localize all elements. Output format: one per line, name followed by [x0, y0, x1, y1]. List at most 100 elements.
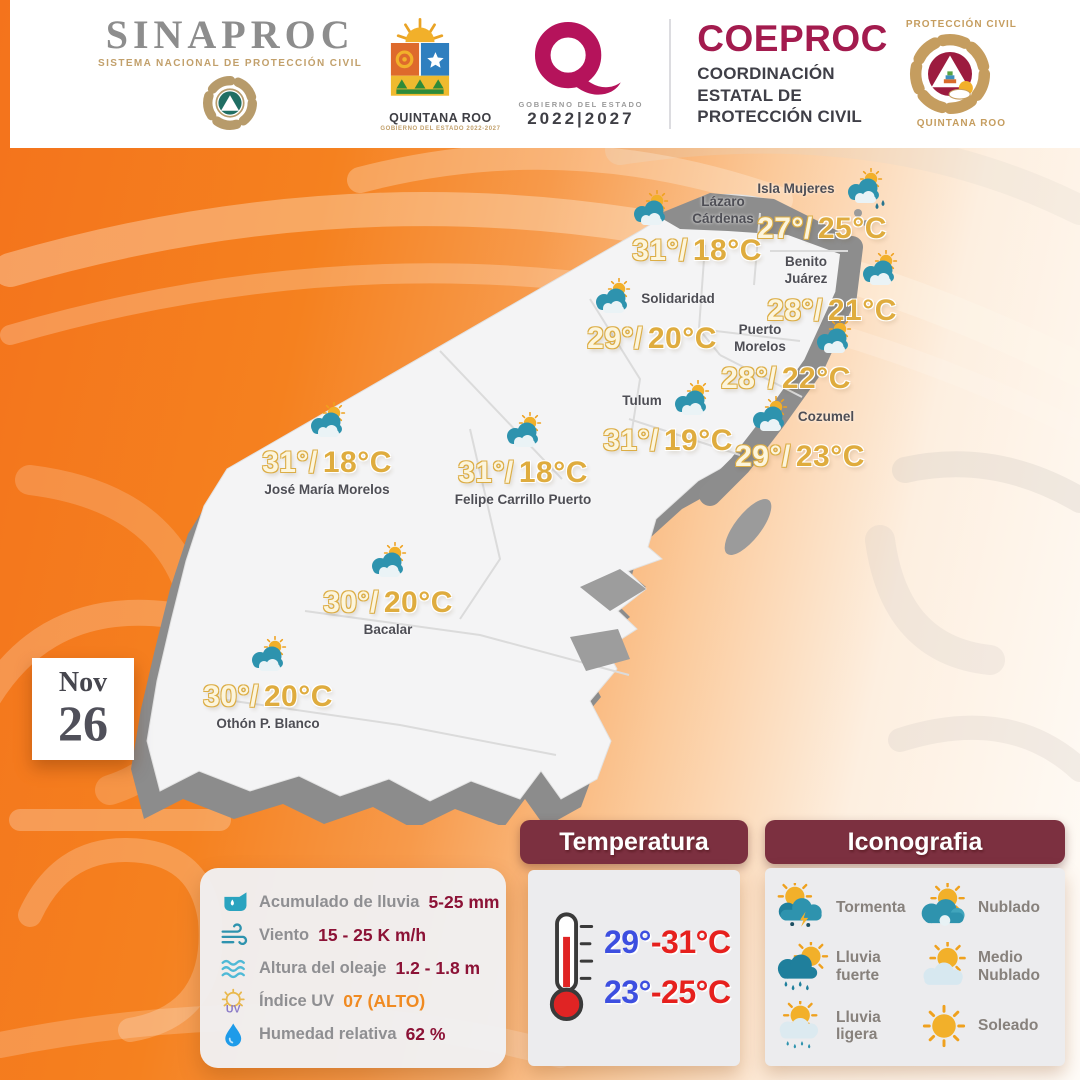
svg-text:UV: UV: [226, 1003, 241, 1015]
municipality-forecast-isla-mujeres: Isla Mujeres 27°/25°C: [732, 168, 912, 246]
municipal-boundaries: [219, 212, 848, 756]
quintana-roo-shield-icon: [391, 17, 450, 96]
municipality-name: Cozumel: [797, 408, 855, 424]
temperature-range: 28°/22°C: [721, 362, 851, 395]
wind-icon: [221, 922, 248, 945]
legend-item-sunny: Soleado: [917, 997, 1059, 1056]
temperature-range: 27°/25°C: [757, 212, 887, 245]
quintana-roo-coat-of-arms: QUINTANA ROO GOBIERNO DEL ESTADO 2022-20…: [380, 17, 500, 132]
coeproc-logo: COEPROC COORDINACIÓN ESTATAL DE PROTECCI…: [697, 20, 888, 128]
pc-emblem-bottom-text: QUINTANA ROO: [916, 118, 1006, 129]
temperature-range: 29°/23°C: [735, 440, 865, 473]
legend-item-light-rain: Lluvia ligera: [775, 997, 917, 1056]
temperature-range: 30°/20°C: [203, 680, 333, 713]
partly-cloudy-icon: [917, 942, 971, 992]
row-value: 5-25 mm: [428, 892, 500, 912]
header-divider: [669, 19, 672, 129]
sun-cloud-icon: [627, 190, 673, 232]
legend-label: Lluvia ligera: [836, 1008, 881, 1044]
sun-cloud-icon: [245, 636, 291, 678]
sun-cloud-icon: [810, 318, 856, 360]
temperature-range: 31°/18°C: [458, 456, 588, 489]
heavy-rain-icon: [775, 942, 829, 992]
temperature-ranges: 29°-31°C 23°-25°C: [604, 918, 731, 1017]
row-label: Altura del oleaje: [259, 959, 387, 977]
sun-cloud-icon: [668, 380, 714, 422]
municipality-name: Solidaridad: [641, 290, 715, 306]
municipality-forecast-othon-p-blanco: 30°/20°C Othón P. Blanco: [178, 636, 358, 733]
night-temperature-range: 23°-25°C: [604, 974, 731, 1010]
municipality-name: Puerto Morelos: [734, 322, 786, 354]
conditions-panel: Acumulado de lluvia 5-25 mm Viento 15 - …: [200, 868, 506, 1068]
row-value: 15 - 25 K m/h: [318, 925, 427, 945]
row-label: Acumulado de lluvia: [259, 893, 420, 911]
coeproc-subtitle: COORDINACIÓN ESTATAL DE PROTECCIÓN CIVIL: [697, 63, 863, 127]
wave-height-row: Altura del oleaje 1.2 - 1.8 m: [220, 952, 490, 985]
uv-index-row: UV Índice UV 07 (ALTO): [220, 985, 490, 1018]
municipality-forecast-felipe-carrillo-puerto: 31°/18°C Felipe Carrillo Puerto: [433, 412, 613, 509]
legend-label: Soleado: [978, 1017, 1039, 1035]
q-logo-icon: [534, 21, 621, 95]
header: SINAPROC SISTEMA NACIONAL DE PROTECCIÓN …: [10, 0, 1080, 148]
quintana-roo-label: QUINTANA ROO: [389, 110, 492, 125]
row-value: 1.2 - 1.8 m: [395, 958, 481, 978]
rain-accumulation-row: Acumulado de lluvia 5-25 mm: [220, 886, 499, 919]
sun-cloud-icon: [304, 402, 350, 444]
municipality-name: Lázaro Cárdenas: [692, 194, 754, 226]
sinaproc-subtitle: SISTEMA NACIONAL DE PROTECCIÓN CIVIL: [98, 58, 363, 69]
legend-item-cloudy: Nublado: [917, 878, 1059, 937]
small-island-shape: [863, 220, 869, 226]
row-label: Viento: [259, 926, 310, 944]
legend-label: Medio Nublado: [978, 949, 1040, 984]
municipality-forecast-bacalar: 30°/20°C Bacalar: [298, 542, 478, 639]
municipality-name: Isla Mujeres: [757, 180, 835, 196]
uv-icon: UV: [221, 988, 245, 1015]
humidity-row: Humedad relativa 62 %: [220, 1018, 490, 1051]
proteccion-civil-emblem: PROTECCIÓN CIVIL QUINTANA ROO: [906, 19, 1017, 129]
sinaproc-logo: SINAPROC SISTEMA NACIONAL DE PROTECCIÓN …: [98, 15, 362, 133]
sun-cloud-icon: [746, 396, 792, 438]
storm-icon: [775, 883, 829, 933]
map-bay-patch: [570, 629, 630, 671]
sinaproc-emblem-icon: [203, 76, 258, 130]
legend-label: Tormenta: [836, 898, 906, 916]
sun-cloud-icon: [856, 250, 902, 292]
map-bay-patch: [580, 569, 646, 611]
municipality-forecast-benito-juarez: Benito Juárez 28°/21°C: [742, 250, 922, 328]
row-value: 07 (ALTO): [343, 991, 426, 1011]
quintana-roo-sublabel: GOBIERNO DEL ESTADO 2022-2027: [380, 125, 501, 132]
municipality-name: Othón P. Blanco: [216, 716, 320, 731]
municipality-name: Tulum: [622, 392, 662, 408]
temperature-range: 31°/18°C: [262, 446, 392, 479]
sun-cloud-rain-icon: [841, 168, 887, 210]
legend-label: Lluvia fuerte: [836, 949, 881, 984]
cloudy-icon: [917, 883, 971, 933]
municipality-name: Bacalar: [363, 622, 413, 637]
thermometer-icon: [549, 912, 594, 1021]
temperature-range: 30°/20°C: [323, 586, 453, 619]
day-temperature-range: 29°-31°C: [604, 924, 731, 961]
municipality-name: José María Morelos: [264, 482, 390, 497]
sun-cloud-icon: [365, 542, 411, 584]
municipality-name: Felipe Carrillo Puerto: [454, 492, 592, 507]
sunny-icon: [917, 1001, 971, 1051]
municipality-forecast-cozumel: Cozumel 29°/23°C: [710, 396, 890, 474]
waves-icon: [221, 959, 245, 978]
wind-row: Viento 15 - 25 K m/h: [220, 919, 490, 952]
municipality-forecast-puerto-morelos: Puerto Morelos 28°/22°C: [696, 318, 876, 396]
pc-emblem-top-text: PROTECCIÓN CIVIL: [905, 19, 1017, 30]
legend-panel-body: Tormenta Nublado Lluvia fuerte Medio Nub…: [765, 868, 1065, 1066]
legend-label: Nublado: [978, 898, 1040, 916]
quintana-roo-map: [131, 193, 869, 825]
municipality-forecast-jose-maria-morelos: 31°/18°C José María Morelos: [237, 402, 417, 499]
isla-mujeres-island-shape: [854, 209, 862, 217]
temperature-panel-title: Temperatura: [559, 827, 709, 856]
gobierno-line1: GOBIERNO DEL ESTADO: [518, 99, 644, 109]
date-day: 26: [58, 694, 108, 751]
legend-panel-header: Iconografia: [765, 820, 1065, 864]
gobierno-q-logo: GOBIERNO DEL ESTADO 2022|2027: [519, 20, 644, 129]
municipality-forecast-solidaridad: Solidaridad 29°/20°C: [562, 278, 742, 356]
humidity-icon: [225, 1023, 242, 1046]
temperature-panel-header: Temperatura: [520, 820, 748, 864]
